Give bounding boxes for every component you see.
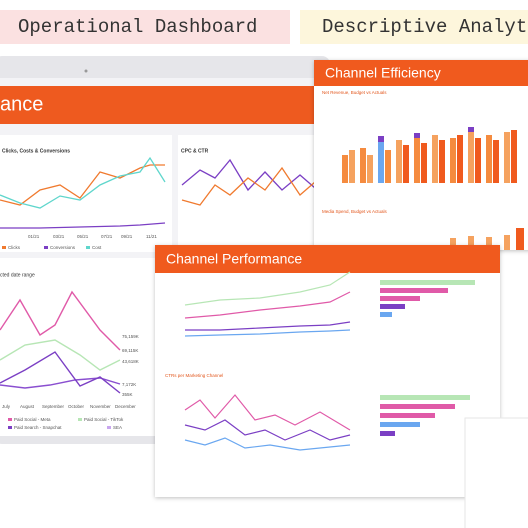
x-label: December xyxy=(115,404,136,409)
card xyxy=(464,417,528,528)
chart-title: Media Spend, Budget vs Actuals xyxy=(322,209,388,214)
legend-label: Paid Search - Snapchat xyxy=(14,425,62,430)
legend-swatch xyxy=(107,426,111,429)
chart-title: CPC & CTR xyxy=(181,148,209,154)
chart-title: Clicks, Costs & Conversions xyxy=(2,148,70,154)
legend-label: Paid Social - Meta xyxy=(14,417,51,422)
tab[interactable] xyxy=(300,10,528,44)
panel xyxy=(178,135,318,252)
bar-chart xyxy=(450,228,524,250)
legend-swatch xyxy=(44,246,48,249)
legend-label: Conversions xyxy=(50,245,76,250)
line xyxy=(0,351,121,394)
page-title: ance xyxy=(0,93,43,115)
value-label: 43,618K xyxy=(122,359,139,364)
line xyxy=(181,166,316,206)
x-label: October xyxy=(68,404,85,409)
line xyxy=(0,222,166,229)
legend-label: SEA xyxy=(113,425,122,430)
tab-label[interactable]: Descriptive Analytics xyxy=(322,16,528,38)
value-label: 7,172K xyxy=(122,382,136,387)
legend-label: Cost xyxy=(92,245,102,250)
value-label: 355K xyxy=(122,392,133,397)
value-label: 69,115K xyxy=(122,348,138,353)
line xyxy=(0,339,121,371)
legend-swatch xyxy=(8,418,12,421)
line xyxy=(0,164,165,206)
x-label: 05/21 xyxy=(77,234,89,239)
line xyxy=(184,271,351,306)
line xyxy=(184,394,351,431)
camera xyxy=(84,69,88,73)
legend-swatch xyxy=(2,246,6,249)
x-label: 11/21 xyxy=(146,234,157,239)
panel-title: Channel Efficiency xyxy=(325,65,441,81)
x-label: 01/21 xyxy=(28,234,40,239)
line xyxy=(184,419,351,441)
tab-label[interactable]: Operational Dashboard xyxy=(18,16,257,38)
panel xyxy=(0,135,172,252)
hbar-chart xyxy=(380,280,475,436)
legend-label: Paid Social - TikTok xyxy=(84,417,124,422)
x-label: September xyxy=(42,404,65,409)
line xyxy=(184,437,351,451)
panel-header xyxy=(314,60,528,86)
x-label: August xyxy=(20,404,35,409)
value-label: 75,159K xyxy=(122,334,139,339)
line xyxy=(0,156,166,209)
legend-swatch xyxy=(78,418,82,421)
legend-label: Clicks xyxy=(8,245,21,250)
bar-chart xyxy=(342,127,517,183)
x-label: 03/21 xyxy=(53,234,65,239)
header-bar xyxy=(0,86,322,124)
line xyxy=(185,321,351,331)
line xyxy=(184,291,351,319)
chart-title: Net Revenue, Budget vs Actuals xyxy=(322,90,387,95)
panel-header xyxy=(155,245,500,273)
x-label: July xyxy=(2,404,11,409)
x-label: November xyxy=(90,404,111,409)
line xyxy=(181,158,316,192)
legend-swatch xyxy=(8,426,12,429)
x-label: 09/21 xyxy=(121,234,133,239)
x-label: 07/21 xyxy=(101,234,113,239)
line xyxy=(0,290,121,351)
chart-subtitle: cted date range xyxy=(0,272,35,278)
legend-swatch xyxy=(86,246,90,249)
panel xyxy=(155,245,500,497)
line xyxy=(184,329,351,337)
tab[interactable] xyxy=(0,10,290,44)
chart-title: CTRs per Marketing Channel xyxy=(165,373,223,378)
panel-title: Channel Performance xyxy=(166,251,302,267)
